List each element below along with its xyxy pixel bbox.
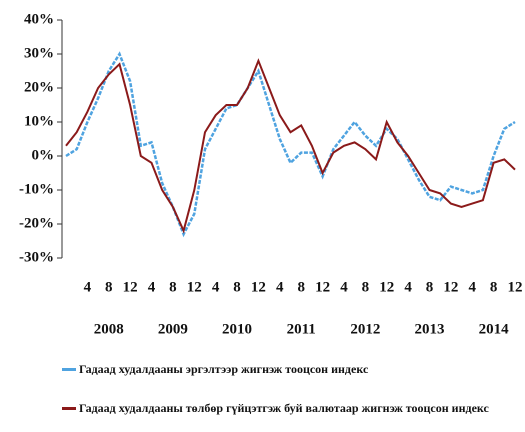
x-tick-label: 12: [508, 279, 523, 295]
y-tick-label: 20%: [24, 79, 54, 95]
year-label: 2012: [350, 321, 380, 337]
y-tick-label: -30%: [19, 249, 54, 265]
x-tick-label: 12: [315, 279, 330, 295]
series-line: [65, 51, 516, 238]
y-tick-label: 40%: [24, 11, 54, 27]
legend-label: Гадаад худалдааны эргэлтээр жигнэж тооцс…: [79, 362, 369, 376]
x-tick-label: 8: [169, 279, 177, 295]
legend-entry: Гадаад худалдааны төлбөр гүйцэтгэж буй в…: [62, 401, 499, 415]
y-tick-label: 0%: [32, 147, 55, 163]
x-tick-label: 8: [105, 279, 113, 295]
series-line: [65, 58, 516, 234]
legend-swatch: [62, 368, 76, 371]
x-tick-label: 4: [276, 279, 284, 295]
year-label: 2014: [479, 321, 510, 337]
legend-entry: Гадаад худалдааны эргэлтээр жигнэж тооцс…: [62, 362, 499, 376]
x-tick-label: 4: [212, 279, 220, 295]
x-tick-label: 12: [187, 279, 202, 295]
x-tick-label: 12: [123, 279, 138, 295]
x-tick-label: 12: [443, 279, 458, 295]
x-tick-label: 4: [84, 279, 92, 295]
year-label: 2008: [94, 321, 124, 337]
x-tick-label: 4: [404, 279, 412, 295]
x-tick-label: 4: [148, 279, 156, 295]
y-tick-label: -20%: [19, 215, 54, 231]
year-label: 2011: [287, 321, 316, 337]
year-label: 2009: [158, 321, 188, 337]
y-tick-label: 10%: [24, 113, 54, 129]
x-tick-label: 4: [340, 279, 348, 295]
y-tick-label: -10%: [19, 181, 54, 197]
year-label: 2013: [414, 321, 444, 337]
x-tick-label: 8: [426, 279, 434, 295]
x-tick-label: 8: [490, 279, 498, 295]
x-tick-label: 8: [233, 279, 241, 295]
legend-swatch: [62, 407, 76, 410]
y-tick-label: 30%: [24, 45, 54, 61]
x-tick-label: 8: [362, 279, 370, 295]
x-tick-label: 8: [297, 279, 305, 295]
x-tick-label: 12: [251, 279, 266, 295]
year-label: 2010: [222, 321, 252, 337]
legend-label: Гадаад худалдааны төлбөр гүйцэтгэж буй в…: [79, 401, 489, 415]
x-tick-label: 4: [468, 279, 476, 295]
x-tick-label: 12: [379, 279, 394, 295]
